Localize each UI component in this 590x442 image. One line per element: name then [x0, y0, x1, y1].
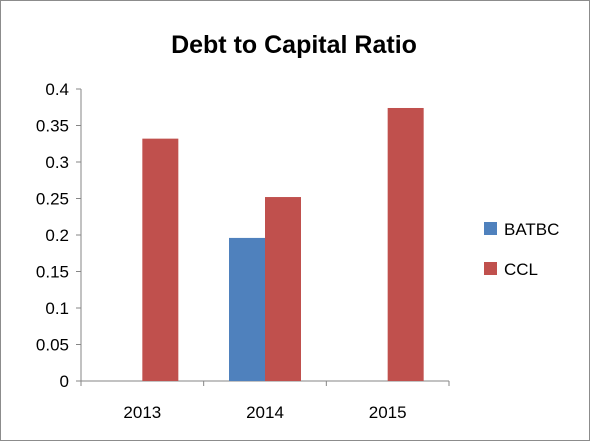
y-axis: 0 0.05 0.1 0.15 0.2 0.25 0.3 0.35 0.4 [36, 80, 82, 391]
chart-title: Debt to Capital Ratio [171, 31, 417, 59]
x-axis: 2013 2014 2015 [80, 380, 450, 422]
y-tick-label: 0.3 [45, 153, 69, 172]
y-tick-label: 0.1 [45, 299, 69, 318]
y-tick-label: 0 [60, 372, 69, 391]
y-tick-label: 0.4 [45, 80, 69, 99]
bar-batbc-2014 [229, 237, 265, 381]
y-tick-label: 0.25 [36, 190, 69, 209]
x-tick-label: 2015 [369, 403, 407, 422]
x-tick-label: 2014 [246, 403, 284, 422]
y-tick-label: 0.05 [36, 336, 69, 355]
legend-swatch-batbc [484, 222, 497, 235]
legend-swatch-ccl [484, 262, 497, 275]
bars [142, 107, 424, 381]
bar-ccl-2013 [142, 138, 179, 381]
y-tick-label: 0.2 [45, 226, 69, 245]
x-tick-label: 2013 [123, 403, 161, 422]
legend-label-batbc: BATBC [504, 220, 559, 239]
legend-label-ccl: CCL [504, 260, 538, 279]
y-tick-label: 0.35 [36, 117, 69, 136]
bar-ccl-2014 [265, 197, 301, 381]
bar-ccl-2015 [387, 107, 424, 381]
y-tick-label: 0.15 [36, 263, 69, 282]
legend: BATBC CCL [484, 220, 559, 279]
